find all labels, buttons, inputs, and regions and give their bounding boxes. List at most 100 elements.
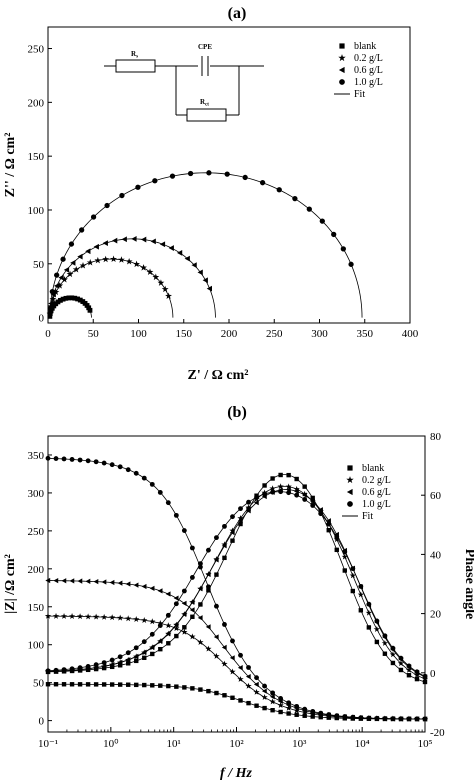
- data-point: [157, 279, 165, 286]
- data-point-modulus: [237, 665, 243, 671]
- data-point-modulus: [109, 614, 116, 621]
- data-point-phase: [166, 641, 171, 646]
- data-point-modulus: [294, 703, 300, 709]
- data-point: [161, 285, 169, 293]
- data-point-modulus: [230, 695, 235, 700]
- data-point-modulus: [301, 709, 308, 716]
- rs-label: R: [131, 50, 137, 58]
- data-point-modulus: [286, 700, 292, 706]
- data-point-phase: [269, 485, 276, 492]
- data-point-phase: [141, 649, 147, 655]
- resistor-rs: [115, 59, 156, 73]
- data-point: [110, 255, 117, 263]
- data-point-phase: [214, 535, 219, 541]
- data-point-phase: [149, 631, 155, 637]
- data-point: [75, 296, 80, 302]
- data-point-phase: [181, 588, 187, 594]
- data-point-modulus: [229, 655, 235, 661]
- data-point-phase: [341, 553, 348, 560]
- data-point-phase: [189, 575, 195, 580]
- data-point-phase: [197, 585, 203, 592]
- data-point-modulus: [101, 613, 108, 620]
- data-point-modulus: [181, 528, 187, 533]
- data-point-modulus: [206, 688, 211, 694]
- data-point-phase: [326, 527, 331, 533]
- series-1-0-g-l: [47, 170, 354, 312]
- data-point: [140, 264, 147, 271]
- y-tick-label: 50: [33, 678, 45, 690]
- data-point: [90, 214, 97, 220]
- data-point-modulus: [254, 675, 259, 681]
- data-point-phase: [413, 671, 421, 678]
- data-point: [331, 231, 337, 238]
- data-point-modulus: [205, 645, 212, 652]
- data-point-modulus: [342, 714, 348, 719]
- data-point-modulus: [245, 682, 252, 689]
- data-point-modulus: [77, 578, 83, 584]
- data-point: [152, 178, 158, 184]
- data-point-phase: [69, 666, 75, 672]
- series-0-2-g-l: [46, 255, 172, 317]
- y-tick-label: 0: [39, 313, 45, 325]
- data-point: [60, 296, 66, 302]
- x-tick-label: 10⁰: [103, 738, 119, 750]
- bode-data-points: [44, 455, 429, 722]
- data-point: [77, 297, 83, 303]
- x-tick-label: 10⁴: [355, 738, 370, 750]
- data-point: [292, 195, 298, 202]
- series-0-6-g-l: [47, 235, 213, 316]
- data-point-modulus: [189, 545, 195, 551]
- data-point: [319, 218, 325, 224]
- data-point-phase: [342, 568, 347, 573]
- data-point: [49, 289, 55, 295]
- bode-ticks: 10⁻¹ 10⁰ 10¹ 10² 10³ 10⁴ 10⁵050100150200250300…: [28, 431, 446, 750]
- data-point-phase: [390, 660, 396, 666]
- data-point-modulus: [85, 578, 91, 584]
- data-point-modulus: [126, 682, 131, 687]
- data-point: [53, 282, 60, 289]
- data-point-modulus: [53, 682, 59, 687]
- data-point: [66, 270, 74, 278]
- legend-label: 0.6 g/L: [362, 487, 391, 498]
- data-point: [70, 260, 76, 266]
- data-point-modulus: [246, 665, 251, 670]
- data-point-modulus: [398, 716, 404, 722]
- data-point-modulus: [150, 683, 155, 688]
- y-tick-label: 350: [28, 450, 45, 462]
- data-point: [77, 253, 83, 260]
- y-tick-label: 150: [28, 151, 45, 163]
- data-point-modulus: [222, 693, 227, 698]
- data-point: [72, 295, 78, 301]
- data-point-modulus: [173, 595, 179, 601]
- data-point-phase: [205, 571, 211, 578]
- series-1-0-g-l: [45, 455, 428, 722]
- data-point-modulus: [270, 707, 275, 713]
- data-point-phase: [237, 518, 243, 524]
- data-point-phase: [310, 503, 316, 508]
- data-point-modulus: [157, 588, 163, 594]
- data-point-phase: [158, 646, 163, 652]
- data-point-modulus: [85, 458, 91, 464]
- x-tick-label: 250: [266, 328, 283, 340]
- data-point-phase: [406, 663, 412, 669]
- data-point-modulus: [166, 683, 171, 689]
- bode-panel: (b) 10⁻¹ 10⁰ 10¹ 10² 10³ 10⁴ 10⁵05010015020025…: [3, 404, 474, 781]
- data-point-phase: [190, 614, 195, 619]
- data-point: [135, 184, 141, 190]
- legend-label: 0.2 g/L: [354, 53, 383, 64]
- data-point-phase: [77, 665, 83, 671]
- data-point-modulus: [125, 467, 131, 473]
- data-point-phase: [389, 651, 397, 658]
- data-point-phase: [173, 601, 179, 607]
- resistor-rct: [186, 108, 227, 122]
- data-point-phase: [357, 591, 364, 598]
- data-point-modulus: [61, 456, 67, 462]
- data-point-phase: [221, 543, 227, 549]
- data-point-phase: [285, 483, 292, 490]
- data-point-modulus: [181, 600, 187, 607]
- data-point-phase: [334, 547, 339, 553]
- legend-marker-1-0-g-l: [347, 501, 353, 507]
- data-point-modulus: [189, 633, 196, 640]
- data-point-modulus: [45, 455, 51, 461]
- data-point-modulus: [238, 652, 243, 658]
